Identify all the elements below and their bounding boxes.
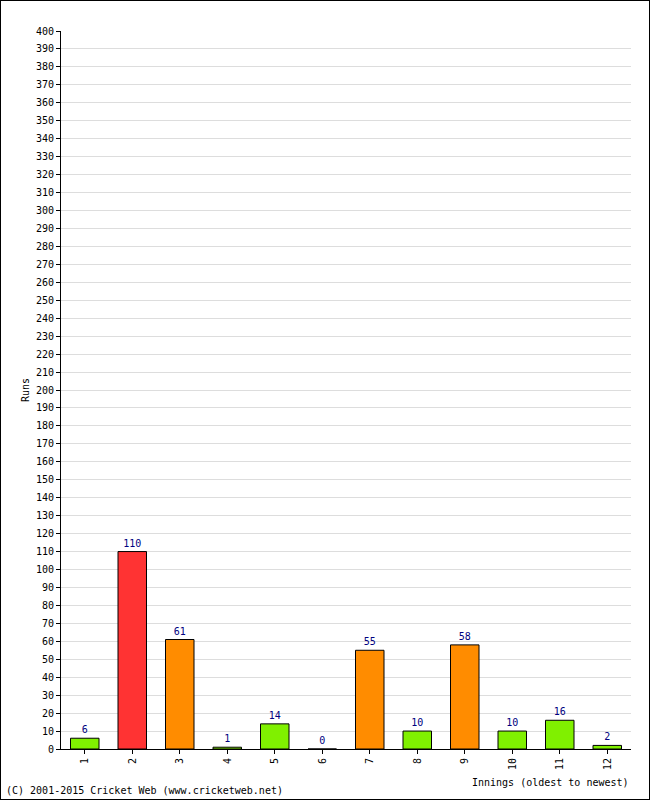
svg-text:310: 310 (36, 187, 54, 198)
svg-text:380: 380 (36, 61, 54, 72)
svg-text:170: 170 (36, 438, 54, 449)
svg-text:160: 160 (36, 456, 54, 467)
svg-text:320: 320 (36, 169, 54, 180)
svg-text:12: 12 (602, 758, 613, 770)
svg-text:30: 30 (42, 690, 54, 701)
svg-text:10: 10 (507, 758, 518, 770)
svg-text:270: 270 (36, 259, 54, 270)
svg-text:240: 240 (36, 313, 54, 324)
svg-text:130: 130 (36, 510, 54, 521)
svg-text:210: 210 (36, 367, 54, 378)
svg-text:9: 9 (459, 758, 470, 764)
svg-text:120: 120 (36, 528, 54, 539)
svg-text:290: 290 (36, 223, 54, 234)
svg-text:Innings (oldest to newest): Innings (oldest to newest) (472, 777, 629, 788)
svg-text:340: 340 (36, 133, 54, 144)
svg-text:300: 300 (36, 205, 54, 216)
svg-text:200: 200 (36, 385, 54, 396)
svg-text:260: 260 (36, 277, 54, 288)
svg-text:190: 190 (36, 402, 54, 413)
svg-text:280: 280 (36, 241, 54, 252)
svg-text:10: 10 (506, 717, 518, 728)
svg-text:20: 20 (42, 708, 54, 719)
svg-text:8: 8 (412, 758, 423, 764)
svg-text:2: 2 (604, 731, 610, 742)
svg-text:14: 14 (269, 710, 281, 721)
svg-text:(C) 2001-2015 Cricket Web (www: (C) 2001-2015 Cricket Web (www.cricketwe… (6, 785, 283, 796)
svg-text:11: 11 (554, 758, 565, 770)
svg-text:Runs: Runs (20, 378, 31, 402)
svg-text:2: 2 (127, 758, 138, 764)
svg-text:140: 140 (36, 492, 54, 503)
svg-text:360: 360 (36, 97, 54, 108)
svg-text:100: 100 (36, 564, 54, 575)
svg-text:10: 10 (411, 717, 423, 728)
svg-text:180: 180 (36, 420, 54, 431)
svg-text:350: 350 (36, 115, 54, 126)
svg-text:110: 110 (36, 546, 54, 557)
svg-text:6: 6 (317, 758, 328, 764)
svg-text:3: 3 (174, 758, 185, 764)
svg-text:16: 16 (554, 706, 566, 717)
svg-text:250: 250 (36, 295, 54, 306)
svg-text:5: 5 (269, 758, 280, 764)
svg-text:330: 330 (36, 151, 54, 162)
svg-text:400: 400 (36, 26, 54, 37)
svg-text:7: 7 (364, 758, 375, 764)
svg-text:0: 0 (48, 744, 54, 755)
svg-text:70: 70 (42, 618, 54, 629)
svg-text:6: 6 (82, 724, 88, 735)
svg-text:0: 0 (319, 735, 325, 746)
svg-text:150: 150 (36, 474, 54, 485)
svg-text:55: 55 (364, 636, 376, 647)
svg-text:80: 80 (42, 600, 54, 611)
svg-text:40: 40 (42, 672, 54, 683)
svg-text:50: 50 (42, 654, 54, 665)
svg-text:10: 10 (42, 726, 54, 737)
svg-text:220: 220 (36, 349, 54, 360)
svg-text:110: 110 (123, 538, 141, 549)
svg-text:1: 1 (79, 758, 90, 764)
svg-text:60: 60 (42, 636, 54, 647)
svg-text:90: 90 (42, 582, 54, 593)
svg-text:4: 4 (222, 758, 233, 764)
svg-text:370: 370 (36, 79, 54, 90)
svg-text:390: 390 (36, 43, 54, 54)
svg-text:61: 61 (174, 626, 186, 637)
svg-text:58: 58 (459, 631, 471, 642)
svg-text:230: 230 (36, 331, 54, 342)
svg-text:1: 1 (224, 733, 230, 744)
